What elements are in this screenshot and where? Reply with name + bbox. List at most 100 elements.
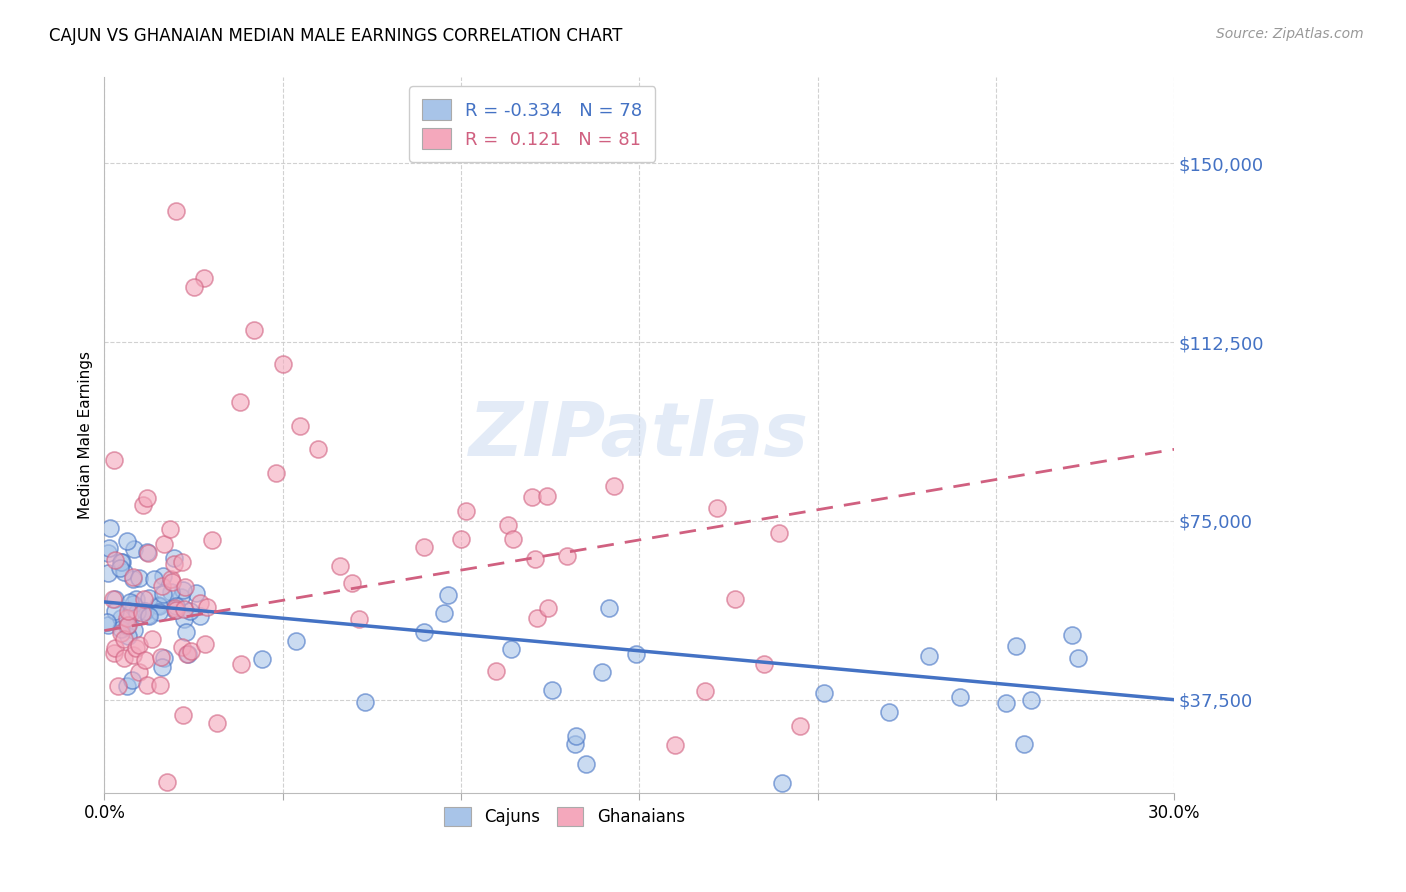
Point xyxy=(591,665,613,679)
Point xyxy=(565,729,588,743)
Point xyxy=(159,522,181,536)
Point xyxy=(122,648,145,662)
Point xyxy=(103,591,125,606)
Point xyxy=(706,501,728,516)
Y-axis label: Median Male Earnings: Median Male Earnings xyxy=(79,351,93,519)
Point xyxy=(229,394,252,409)
Point xyxy=(176,647,198,661)
Point xyxy=(156,775,179,789)
Point xyxy=(188,609,211,624)
Point xyxy=(172,640,194,654)
Point xyxy=(115,534,138,549)
Text: Source: ZipAtlas.com: Source: ZipAtlas.com xyxy=(1216,27,1364,41)
Point xyxy=(125,605,148,619)
Point xyxy=(97,617,120,632)
Point xyxy=(271,357,294,371)
Point xyxy=(163,603,186,617)
Point xyxy=(575,757,598,772)
Point xyxy=(994,696,1017,710)
Point xyxy=(98,521,121,535)
Point xyxy=(172,583,194,598)
Point xyxy=(96,615,118,630)
Point xyxy=(201,533,224,547)
Point xyxy=(541,683,564,698)
Point xyxy=(163,557,186,571)
Point xyxy=(340,576,363,591)
Point xyxy=(107,679,129,693)
Point xyxy=(564,737,586,751)
Point xyxy=(436,588,458,602)
Point xyxy=(176,647,198,661)
Point xyxy=(120,595,142,609)
Point xyxy=(97,546,120,560)
Point xyxy=(120,606,142,620)
Point xyxy=(110,555,132,569)
Legend: Cajuns, Ghanaians: Cajuns, Ghanaians xyxy=(436,798,693,834)
Point xyxy=(150,650,173,665)
Point xyxy=(179,603,201,617)
Point xyxy=(104,640,127,655)
Point xyxy=(110,555,132,569)
Point xyxy=(148,598,170,612)
Point xyxy=(347,612,370,626)
Point xyxy=(626,648,648,662)
Point xyxy=(160,574,183,589)
Point xyxy=(153,537,176,551)
Point xyxy=(136,545,159,559)
Point xyxy=(484,665,506,679)
Point xyxy=(138,546,160,560)
Point xyxy=(117,619,139,633)
Point xyxy=(112,565,135,579)
Point xyxy=(194,637,217,651)
Text: ZIPatlas: ZIPatlas xyxy=(470,399,810,472)
Point xyxy=(160,585,183,599)
Point xyxy=(163,551,186,566)
Point xyxy=(502,533,524,547)
Point xyxy=(243,323,266,337)
Point xyxy=(229,657,252,671)
Point xyxy=(134,604,156,618)
Point xyxy=(496,517,519,532)
Point xyxy=(165,603,187,617)
Point xyxy=(117,604,139,618)
Point xyxy=(285,634,308,648)
Point xyxy=(450,532,472,546)
Point xyxy=(110,625,132,640)
Point xyxy=(117,629,139,643)
Point xyxy=(555,549,578,564)
Point xyxy=(1004,640,1026,654)
Point xyxy=(128,638,150,652)
Point xyxy=(163,601,186,615)
Point xyxy=(132,592,155,607)
Point xyxy=(290,418,312,433)
Point xyxy=(115,610,138,624)
Point xyxy=(152,650,174,665)
Point xyxy=(264,466,287,480)
Point xyxy=(121,673,143,688)
Point xyxy=(122,597,145,611)
Point xyxy=(136,608,159,623)
Point xyxy=(1012,737,1035,751)
Point xyxy=(183,280,205,294)
Point xyxy=(188,596,211,610)
Point xyxy=(138,608,160,623)
Point xyxy=(537,601,560,615)
Point xyxy=(148,605,170,619)
Point xyxy=(150,579,173,593)
Point xyxy=(917,649,939,664)
Point xyxy=(104,591,127,606)
Text: CAJUN VS GHANAIAN MEDIAN MALE EARNINGS CORRELATION CHART: CAJUN VS GHANAIAN MEDIAN MALE EARNINGS C… xyxy=(49,27,623,45)
Point xyxy=(598,600,620,615)
Point xyxy=(752,657,775,671)
Point xyxy=(329,558,352,573)
Point xyxy=(122,542,145,557)
Point xyxy=(136,491,159,505)
Point xyxy=(128,571,150,585)
Point xyxy=(134,653,156,667)
Point xyxy=(125,591,148,606)
Point xyxy=(112,632,135,647)
Point xyxy=(193,270,215,285)
Point xyxy=(770,776,793,790)
Point xyxy=(165,599,187,613)
Point xyxy=(149,678,172,692)
